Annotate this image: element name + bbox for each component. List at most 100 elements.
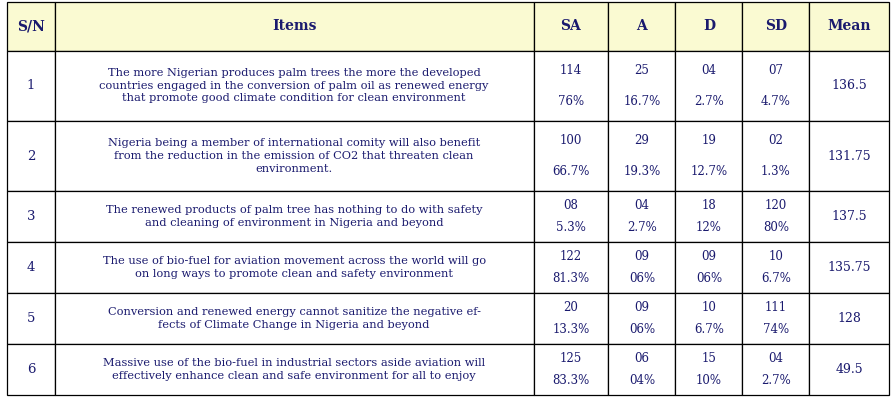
Bar — [7, 2, 55, 50]
Bar — [676, 191, 743, 242]
Text: Massive use of the bio-fuel in industrial sectors aside aviation will
effectivel: Massive use of the bio-fuel in industria… — [103, 358, 486, 381]
Text: 09: 09 — [634, 301, 650, 314]
Text: 10%: 10% — [696, 374, 722, 387]
Text: 128: 128 — [837, 312, 861, 325]
Bar — [743, 121, 809, 191]
Text: 06%: 06% — [629, 323, 655, 336]
Text: 06%: 06% — [696, 272, 722, 285]
Text: The use of bio-fuel for aviation movement across the world will go
on long ways : The use of bio-fuel for aviation movemen… — [102, 256, 486, 279]
Bar — [55, 242, 533, 293]
Bar — [7, 242, 55, 293]
Text: 131.75: 131.75 — [827, 150, 871, 162]
Text: Nigeria being a member of international comity will also benefit
from the reduct: Nigeria being a member of international … — [108, 138, 480, 174]
Text: 08: 08 — [564, 199, 579, 212]
Text: 06%: 06% — [629, 272, 655, 285]
Bar — [809, 2, 889, 50]
Bar — [608, 191, 676, 242]
Bar — [55, 191, 533, 242]
Bar — [533, 242, 608, 293]
Bar — [743, 2, 809, 50]
Bar — [743, 50, 809, 121]
Text: 04: 04 — [769, 352, 783, 365]
Text: 122: 122 — [560, 250, 582, 263]
Text: 09: 09 — [702, 250, 717, 263]
Text: 111: 111 — [765, 301, 787, 314]
Text: D: D — [702, 19, 715, 33]
Text: 18: 18 — [702, 199, 716, 212]
Text: 4: 4 — [27, 261, 35, 274]
Bar — [533, 293, 608, 344]
Text: 19.3%: 19.3% — [624, 165, 660, 178]
Bar — [608, 242, 676, 293]
Bar — [809, 121, 889, 191]
Text: SD: SD — [765, 19, 787, 33]
Text: 12.7%: 12.7% — [691, 165, 728, 178]
Bar — [7, 344, 55, 395]
Text: 74%: 74% — [762, 323, 789, 336]
Bar — [7, 293, 55, 344]
Text: 137.5: 137.5 — [831, 210, 867, 223]
Text: 02: 02 — [769, 134, 783, 147]
Bar — [7, 191, 55, 242]
Text: Items: Items — [271, 19, 316, 33]
Text: 06: 06 — [634, 352, 650, 365]
Text: S/N: S/N — [17, 19, 45, 33]
Text: 2.7%: 2.7% — [761, 374, 791, 387]
Bar — [676, 242, 743, 293]
Bar — [55, 50, 533, 121]
Text: The more Nigerian produces palm trees the more the developed
countries engaged i: The more Nigerian produces palm trees th… — [99, 68, 489, 104]
Text: 04: 04 — [634, 199, 650, 212]
Text: 6.7%: 6.7% — [694, 323, 724, 336]
Text: 100: 100 — [560, 134, 582, 147]
Bar — [55, 293, 533, 344]
Text: Mean: Mean — [827, 19, 871, 33]
Text: 114: 114 — [560, 64, 582, 77]
Bar — [533, 2, 608, 50]
Bar — [608, 50, 676, 121]
Bar — [55, 121, 533, 191]
Bar — [608, 293, 676, 344]
Bar — [533, 50, 608, 121]
Text: 49.5: 49.5 — [835, 363, 863, 376]
Bar — [676, 121, 743, 191]
Bar — [676, 50, 743, 121]
Text: 3: 3 — [27, 210, 35, 223]
Text: 1.3%: 1.3% — [761, 165, 791, 178]
Bar — [809, 191, 889, 242]
Bar — [743, 191, 809, 242]
Text: 66.7%: 66.7% — [552, 165, 590, 178]
Text: 25: 25 — [634, 64, 650, 77]
Bar — [608, 2, 676, 50]
Text: 136.5: 136.5 — [831, 79, 867, 92]
Bar — [743, 293, 809, 344]
Bar — [676, 293, 743, 344]
Bar — [676, 2, 743, 50]
Text: 20: 20 — [564, 301, 579, 314]
Text: 4.7%: 4.7% — [761, 94, 791, 108]
Text: 04%: 04% — [629, 374, 655, 387]
Text: 2: 2 — [27, 150, 35, 162]
Text: 5: 5 — [27, 312, 35, 325]
Text: 76%: 76% — [558, 94, 584, 108]
Text: 1: 1 — [27, 79, 35, 92]
Text: 2.7%: 2.7% — [627, 222, 657, 234]
Bar — [533, 191, 608, 242]
Text: 125: 125 — [560, 352, 582, 365]
Text: 5.3%: 5.3% — [556, 222, 586, 234]
Text: 12%: 12% — [696, 222, 722, 234]
Bar — [55, 2, 533, 50]
Text: 135.75: 135.75 — [827, 261, 871, 274]
Bar — [533, 344, 608, 395]
Text: 07: 07 — [769, 64, 783, 77]
Text: 120: 120 — [765, 199, 787, 212]
Text: 19: 19 — [702, 134, 717, 147]
Text: 04: 04 — [702, 64, 717, 77]
Bar — [809, 344, 889, 395]
Text: 13.3%: 13.3% — [552, 323, 590, 336]
Bar — [7, 50, 55, 121]
Bar — [533, 121, 608, 191]
Text: 2.7%: 2.7% — [694, 94, 724, 108]
Text: 6.7%: 6.7% — [761, 272, 791, 285]
Text: 16.7%: 16.7% — [624, 94, 660, 108]
Bar — [809, 50, 889, 121]
